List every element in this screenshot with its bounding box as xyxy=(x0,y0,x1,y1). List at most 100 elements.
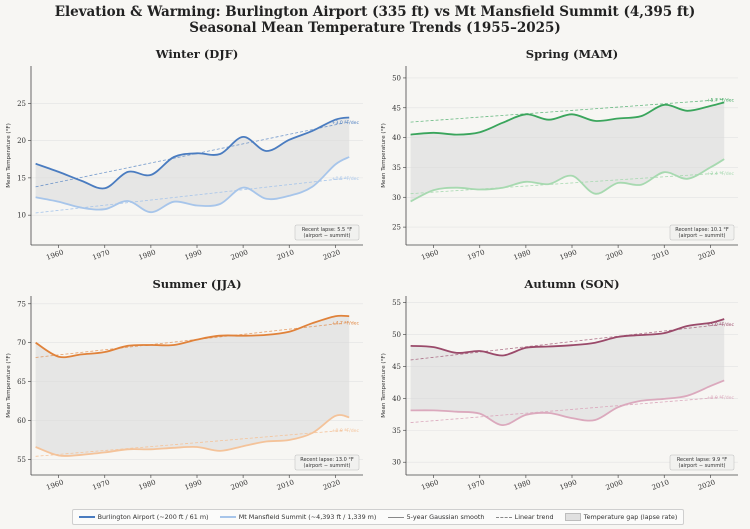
legend-summit-label: Mt Mansfield Summit (~4,393 ft / 1,339 m… xyxy=(238,513,377,521)
summer-chart-title: Summer (JJA) xyxy=(152,277,241,291)
autumn-ylabel: Mean Temperature (°F) xyxy=(381,353,387,418)
winter-ytick-label: 25 xyxy=(17,100,26,108)
autumn-xtick-label: 1960 xyxy=(420,478,439,492)
summer-ytick-label: 55 xyxy=(17,456,26,464)
autumn-trend-summit xyxy=(410,396,725,423)
winter-series-airport xyxy=(35,116,350,190)
summer-ytick-label: 60 xyxy=(17,417,26,425)
spring-ylabel: Mean Temperature (°F) xyxy=(381,123,387,188)
summer-ytick-label: 65 xyxy=(17,378,26,386)
winter-xtick-label: 2000 xyxy=(230,248,249,262)
summer-xtick-label: 1990 xyxy=(184,478,203,492)
summer-xtick-label: 2020 xyxy=(322,478,341,492)
winter-series-summit xyxy=(35,156,350,214)
legend-trend-label: Linear trend xyxy=(514,513,554,521)
autumn-gap-fill xyxy=(410,319,725,426)
winter-trend-summit xyxy=(35,177,350,214)
autumn-xtick-label: 1980 xyxy=(512,478,531,492)
winter-ytick-label: 20 xyxy=(17,137,26,145)
spring-xtick-label: 1960 xyxy=(420,248,439,262)
autumn-ytick-label: 55 xyxy=(392,299,401,307)
summer-series-summit xyxy=(35,414,350,457)
autumn-chart-title: Autumn (SON) xyxy=(523,277,619,291)
winter-trend-label-summit: +0.5 °F/dec xyxy=(332,176,360,182)
winter-ytick-label: 10 xyxy=(17,212,26,220)
spring-annotation-box xyxy=(669,224,735,241)
spring-trend-airport xyxy=(410,99,725,123)
autumn-ytick-label: 50 xyxy=(392,331,401,339)
spring-xtick-label: 1990 xyxy=(559,248,578,262)
title-line-2: Seasonal Mean Temperature Trends (1955–2… xyxy=(189,20,561,36)
legend-airport-swatch xyxy=(78,516,95,518)
summer-ytick-label: 75 xyxy=(17,300,26,308)
winter-annotation-line-2: (airport − summit) xyxy=(304,233,351,239)
spring-ytick-label: 35 xyxy=(392,164,401,172)
winter-trend-label-airport: +3.0 °F/dec xyxy=(332,120,360,126)
spring-ytick-label: 40 xyxy=(392,134,401,142)
winter-ytick-label: 15 xyxy=(17,174,26,182)
autumn-ytick-label: 30 xyxy=(392,459,401,467)
spring-ytick-label: 45 xyxy=(392,104,401,112)
autumn-xtick-label: 2010 xyxy=(651,478,670,492)
title-line-1: Elevation & Warming: Burlington Airport … xyxy=(54,4,696,20)
spring-annotation-line-1: Recent lapse: 10.1 °F xyxy=(675,227,729,233)
autumn-ytick-label: 45 xyxy=(392,363,401,371)
legend-airport: Burlington Airport (~200 ft / 61 m) xyxy=(78,513,209,521)
summer-annotation-line-1: Recent lapse: 13.0 °F xyxy=(300,457,354,463)
autumn-xtick-label: 1970 xyxy=(466,478,485,492)
winter-xtick-label: 1990 xyxy=(184,248,203,262)
autumn-annotation-line-2: (airport − summit) xyxy=(679,463,726,469)
summer-gap-fill xyxy=(35,315,350,457)
legend-trend-swatch xyxy=(495,516,512,518)
summer-xtick-label: 1980 xyxy=(137,478,156,492)
summer-xtick-label: 1970 xyxy=(91,478,110,492)
autumn-xtick-label: 2000 xyxy=(605,478,624,492)
summer-annotation-box xyxy=(294,454,360,471)
legend-summit-swatch xyxy=(219,516,236,518)
autumn-annotation-box xyxy=(669,454,735,471)
winter-xtick-label: 1960 xyxy=(45,248,64,262)
autumn-trend-label-summit: +0.0 °F/dec xyxy=(707,395,735,401)
spring-xtick-label: 2020 xyxy=(697,248,716,262)
summer-trend-label-summit: +0.0 °F/dec xyxy=(332,428,360,434)
winter-gap-fill xyxy=(35,117,350,213)
summer-annotation-line-2: (airport − summit) xyxy=(304,463,351,469)
legend: Burlington Airport (~200 ft / 61 m) Mt M… xyxy=(72,509,684,525)
spring-xtick-label: 1970 xyxy=(466,248,485,262)
summer-ylabel: Mean Temperature (°F) xyxy=(6,353,12,418)
spring-series-summit xyxy=(410,158,725,203)
spring-ytick-label: 30 xyxy=(392,194,401,202)
summer-xtick-label: 2010 xyxy=(276,478,295,492)
spring-annotation-line-2: (airport − summit) xyxy=(679,233,726,239)
legend-gap: Temperature gap (lapse rate) xyxy=(564,513,678,521)
spring-trend-summit xyxy=(410,172,725,195)
spring-ytick-label: 25 xyxy=(392,224,401,232)
chart-autumn: 30 35 40 45 50 55 1960 1970 1980 1990 2000 2010 2020… xyxy=(381,277,738,492)
legend-summit: Mt Mansfield Summit (~4,393 ft / 1,339 m… xyxy=(219,513,377,521)
summer-series-airport xyxy=(35,314,350,359)
summer-xtick-label: 1960 xyxy=(45,478,64,492)
chart-spring: 25 30 35 40 45 50 1960 1970 1980 1990 2000 2010 2020… xyxy=(381,47,738,262)
legend-smooth: 5-year Gaussian smooth xyxy=(387,513,485,521)
summer-ytick-label: 70 xyxy=(17,339,26,347)
spring-trend-label-airport: +5.7 °F/dec xyxy=(707,97,735,103)
chart-summer: 55 60 65 70 75 1960 1970 1980 1990 2000 2010 2020 Su… xyxy=(6,277,363,492)
legend-trend: Linear trend xyxy=(495,513,554,521)
autumn-xtick-label: 1990 xyxy=(559,478,578,492)
summer-trend-summit xyxy=(35,429,350,457)
legend-gap-label: Temperature gap (lapse rate) xyxy=(583,513,678,521)
autumn-xtick-label: 2020 xyxy=(697,478,716,492)
winter-annotation-line-1: Recent lapse: 5.5 °F xyxy=(302,227,352,233)
figure-title: Elevation & Warming: Burlington Airport … xyxy=(0,4,750,36)
autumn-ytick-label: 40 xyxy=(392,395,401,403)
spring-chart-title: Spring (MAM) xyxy=(526,47,618,61)
spring-series-airport xyxy=(410,101,725,136)
autumn-ytick-label: 35 xyxy=(392,427,401,435)
legend-gap-swatch xyxy=(564,513,581,521)
autumn-series-airport xyxy=(410,318,725,357)
spring-xtick-label: 1980 xyxy=(512,248,531,262)
spring-trend-label-summit: +2.4 °F/dec xyxy=(707,171,735,177)
spring-gap-fill xyxy=(410,102,725,202)
winter-ylabel: Mean Temperature (°F) xyxy=(6,123,12,188)
legend-smooth-label: 5-year Gaussian smooth xyxy=(406,513,485,521)
